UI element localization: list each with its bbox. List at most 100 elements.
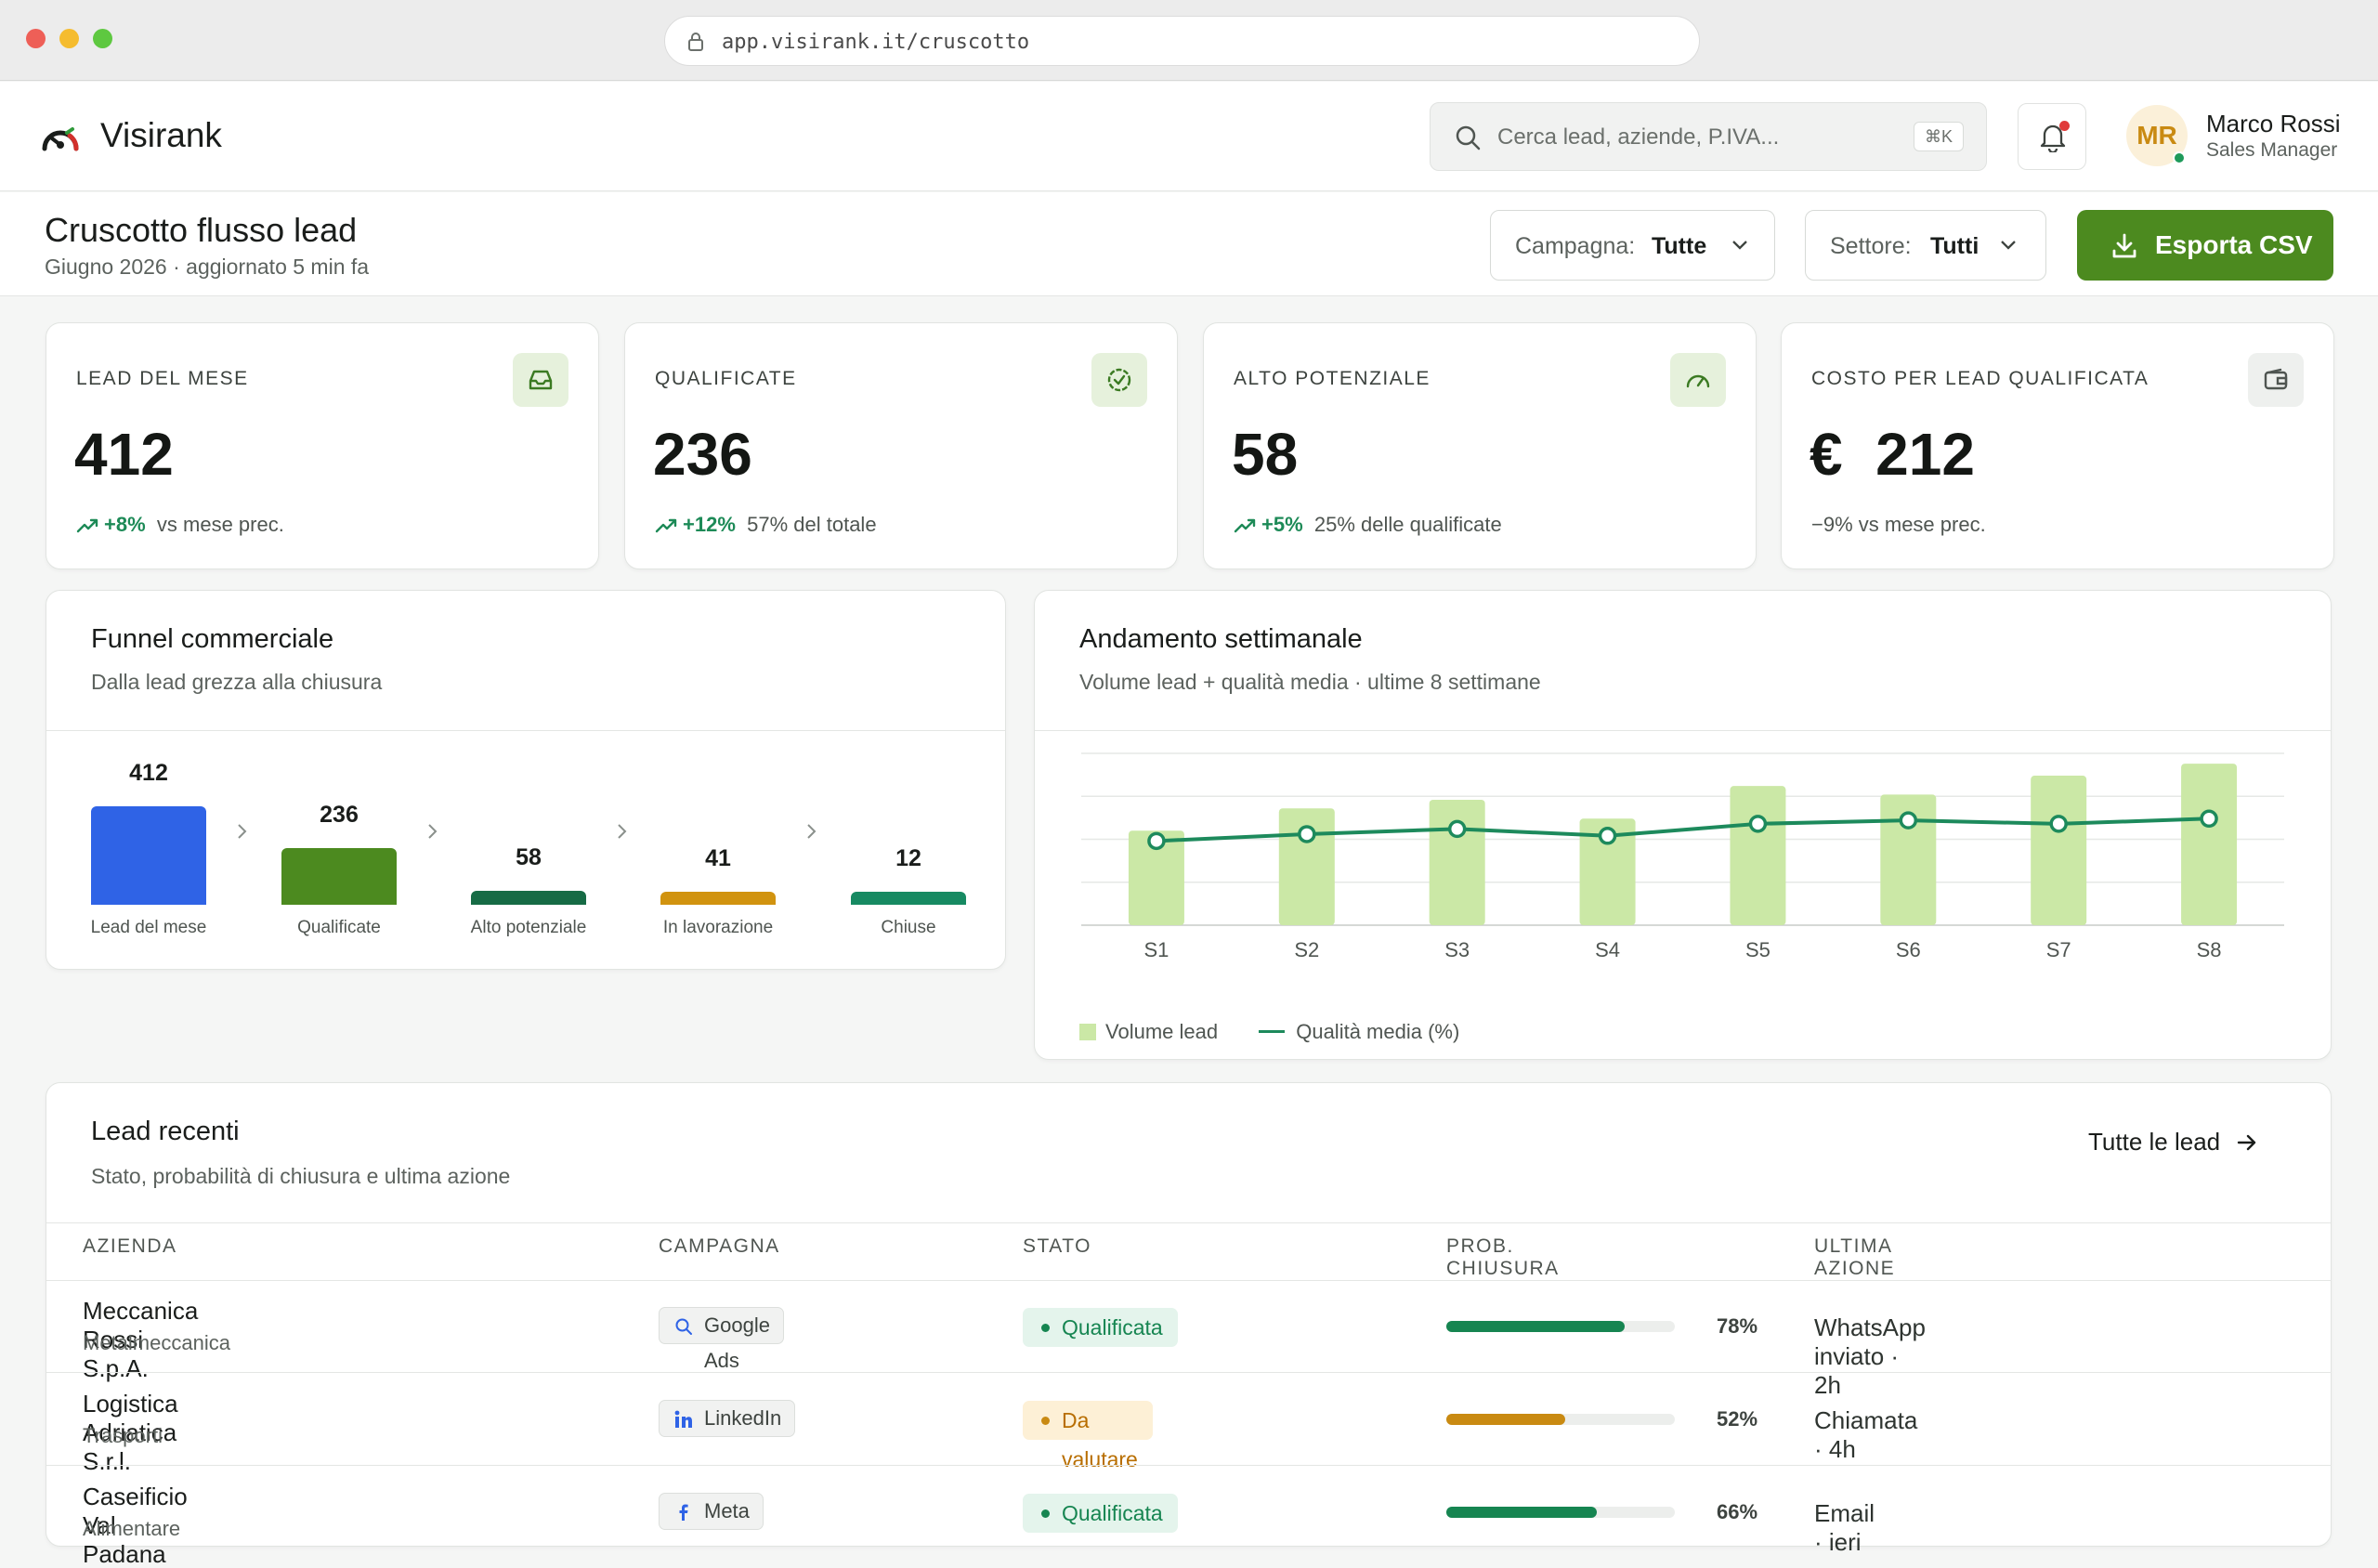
kpi-delta: +5% — [1261, 513, 1303, 536]
address-bar[interactable]: app.visirank.it/cruscotto — [664, 16, 1700, 66]
visirank-logo-icon — [42, 127, 79, 151]
status-dot — [1041, 1417, 1050, 1425]
kpi-trend: +12% 57% del totale — [655, 513, 877, 537]
close-window-button[interactable] — [26, 29, 46, 48]
gauge-icon — [1670, 353, 1726, 407]
funnel-value: 236 — [320, 802, 359, 829]
volume-bar[interactable] — [2031, 776, 2087, 925]
volume-bar[interactable] — [1880, 794, 1937, 925]
funnel-label: Chiuse — [881, 918, 936, 937]
chevron-down-icon — [1732, 241, 1747, 250]
filter-label: Settore: — [1830, 233, 1912, 259]
kpi-label: COSTO PER LEAD QUALIFICATA — [1811, 368, 2149, 389]
row-divider — [46, 1465, 2332, 1466]
company-name[interactable]: Logistica Adriatica S.r.l. — [83, 1390, 178, 1475]
filter-value: Tutti — [1930, 233, 1979, 259]
company-sector: Alimentare — [83, 1517, 181, 1540]
volume-bar[interactable] — [2181, 764, 2238, 925]
search-input[interactable]: Cerca lead, aziende, P.IVA... ⌘K — [1430, 102, 1987, 171]
funnel-bar[interactable] — [281, 848, 397, 905]
trend-up-icon — [76, 518, 98, 533]
all-leads-label: Tutte le lead — [2088, 1128, 2221, 1156]
quality-point[interactable] — [1298, 825, 1316, 843]
table-row[interactable] — [46, 1373, 2332, 1465]
page-header: Cruscotto flusso lead Giugno 2026 · aggi… — [0, 192, 2378, 296]
search-shortcut-badge: ⌘K — [1914, 122, 1964, 151]
column-header[interactable]: CAMPAGNA — [659, 1235, 780, 1257]
status-label: Qualificata — [1062, 1315, 1163, 1339]
volume-bar[interactable] — [1278, 808, 1335, 925]
export-csv-button[interactable]: Esporta CSV — [2077, 210, 2333, 281]
campaign-chip: Meta — [659, 1493, 764, 1530]
chevron-down-icon — [2001, 241, 2016, 250]
kpi-card-qualificate: QUALIFICATE 236 +12% 57% del totale — [624, 322, 1178, 569]
x-tick-label: S2 — [1294, 938, 1319, 961]
card-divider — [46, 1222, 2331, 1223]
x-tick-label: S8 — [2197, 938, 2222, 961]
probability-fill — [1446, 1414, 1565, 1425]
kpi-label: ALTO POTENZIALE — [1234, 368, 1431, 389]
probability-value: 52% — [1717, 1407, 1758, 1431]
volume-bar[interactable] — [1730, 786, 1786, 925]
maximize-window-button[interactable] — [93, 29, 112, 48]
funnel-bar[interactable] — [660, 892, 776, 905]
row-divider — [46, 1372, 2332, 1373]
status-dot — [1041, 1324, 1050, 1332]
avatar[interactable]: MR — [2126, 105, 2188, 166]
quality-point[interactable] — [1899, 811, 1918, 830]
funnel-subtitle: Dalla lead grezza alla chiusura — [91, 670, 383, 694]
campaign-label: LinkedIn — [704, 1406, 782, 1430]
column-header[interactable]: AZIENDA — [83, 1235, 177, 1257]
table-row[interactable] — [46, 1280, 2332, 1372]
recent-title: Lead recenti — [91, 1117, 240, 1146]
quality-point[interactable] — [2049, 815, 2068, 833]
funnel-value: 12 — [895, 845, 921, 871]
table-row[interactable] — [46, 1466, 2332, 1558]
volume-bar[interactable] — [1579, 818, 1636, 925]
search-icon — [675, 1318, 692, 1335]
card-divider — [46, 730, 1005, 731]
volume-bar[interactable] — [1429, 799, 1485, 925]
quality-point[interactable] — [1598, 827, 1617, 845]
kpi-card-costo-per-lead: COSTO PER LEAD QUALIFICATA € 212 −9% vs … — [1781, 322, 2334, 569]
notifications-button[interactable] — [2018, 103, 2086, 170]
all-leads-link[interactable]: Tutte le lead — [2088, 1128, 2258, 1156]
quality-point[interactable] — [2200, 809, 2218, 829]
company-name[interactable]: Meccanica Rossi S.p.A. — [83, 1297, 199, 1382]
quality-point[interactable] — [1748, 815, 1768, 833]
status-badge: Da valutare — [1023, 1401, 1153, 1471]
quality-point[interactable] — [1447, 819, 1467, 839]
funnel-bar[interactable] — [471, 891, 586, 905]
legend-swatch-bars — [1079, 1024, 1096, 1040]
status-label: Da valutare — [1062, 1408, 1138, 1471]
funnel-bar[interactable] — [851, 892, 966, 905]
column-header[interactable]: ULTIMA AZIONE — [1814, 1235, 1896, 1279]
kpi-note: vs mese prec. — [156, 513, 284, 536]
funnel-bar[interactable] — [91, 806, 206, 905]
company-name[interactable]: Caseificio Val Padana — [83, 1483, 188, 1568]
column-header[interactable]: PROB. CHIUSURA — [1446, 1235, 1560, 1279]
sector-filter-select[interactable]: Settore: Tutti — [1805, 210, 2046, 281]
quality-line — [1156, 817, 2210, 843]
last-action: Chiamata · 4h — [1814, 1406, 1918, 1463]
probability-bar — [1446, 1414, 1675, 1425]
funnel-value: 41 — [705, 845, 731, 871]
page-subtitle: Giugno 2026 · aggiornato 5 min fa — [45, 255, 370, 279]
volume-bar[interactable] — [1128, 830, 1184, 925]
funnel-label: Qualificate — [297, 918, 381, 937]
kpi-card-alto-potenziale: ALTO POTENZIALE 58 +5% 25% delle qualifi… — [1203, 322, 1757, 569]
user-name[interactable]: Marco Rossi — [2206, 110, 2341, 137]
quality-point[interactable] — [1147, 831, 1166, 851]
status-badge: Qualificata — [1023, 1308, 1178, 1347]
weekly-trend-card: Andamento settimanale Volume lead + qual… — [1034, 590, 2332, 1060]
probability-bar — [1446, 1507, 1675, 1518]
column-header[interactable]: STATO — [1023, 1235, 1092, 1257]
funnel-value: 58 — [516, 844, 542, 871]
campaign-filter-select[interactable]: Campagna: Tutte — [1490, 210, 1775, 281]
x-tick-label: S5 — [1745, 938, 1770, 961]
bell-icon — [2040, 124, 2066, 152]
weekly-chart: S1 S2 S3 S4 S5 S6 S7 S8 — [1081, 752, 2284, 961]
minimize-window-button[interactable] — [59, 29, 79, 48]
funnel-value: 412 — [129, 760, 168, 786]
campaign-chip: Google Ads — [659, 1307, 784, 1372]
